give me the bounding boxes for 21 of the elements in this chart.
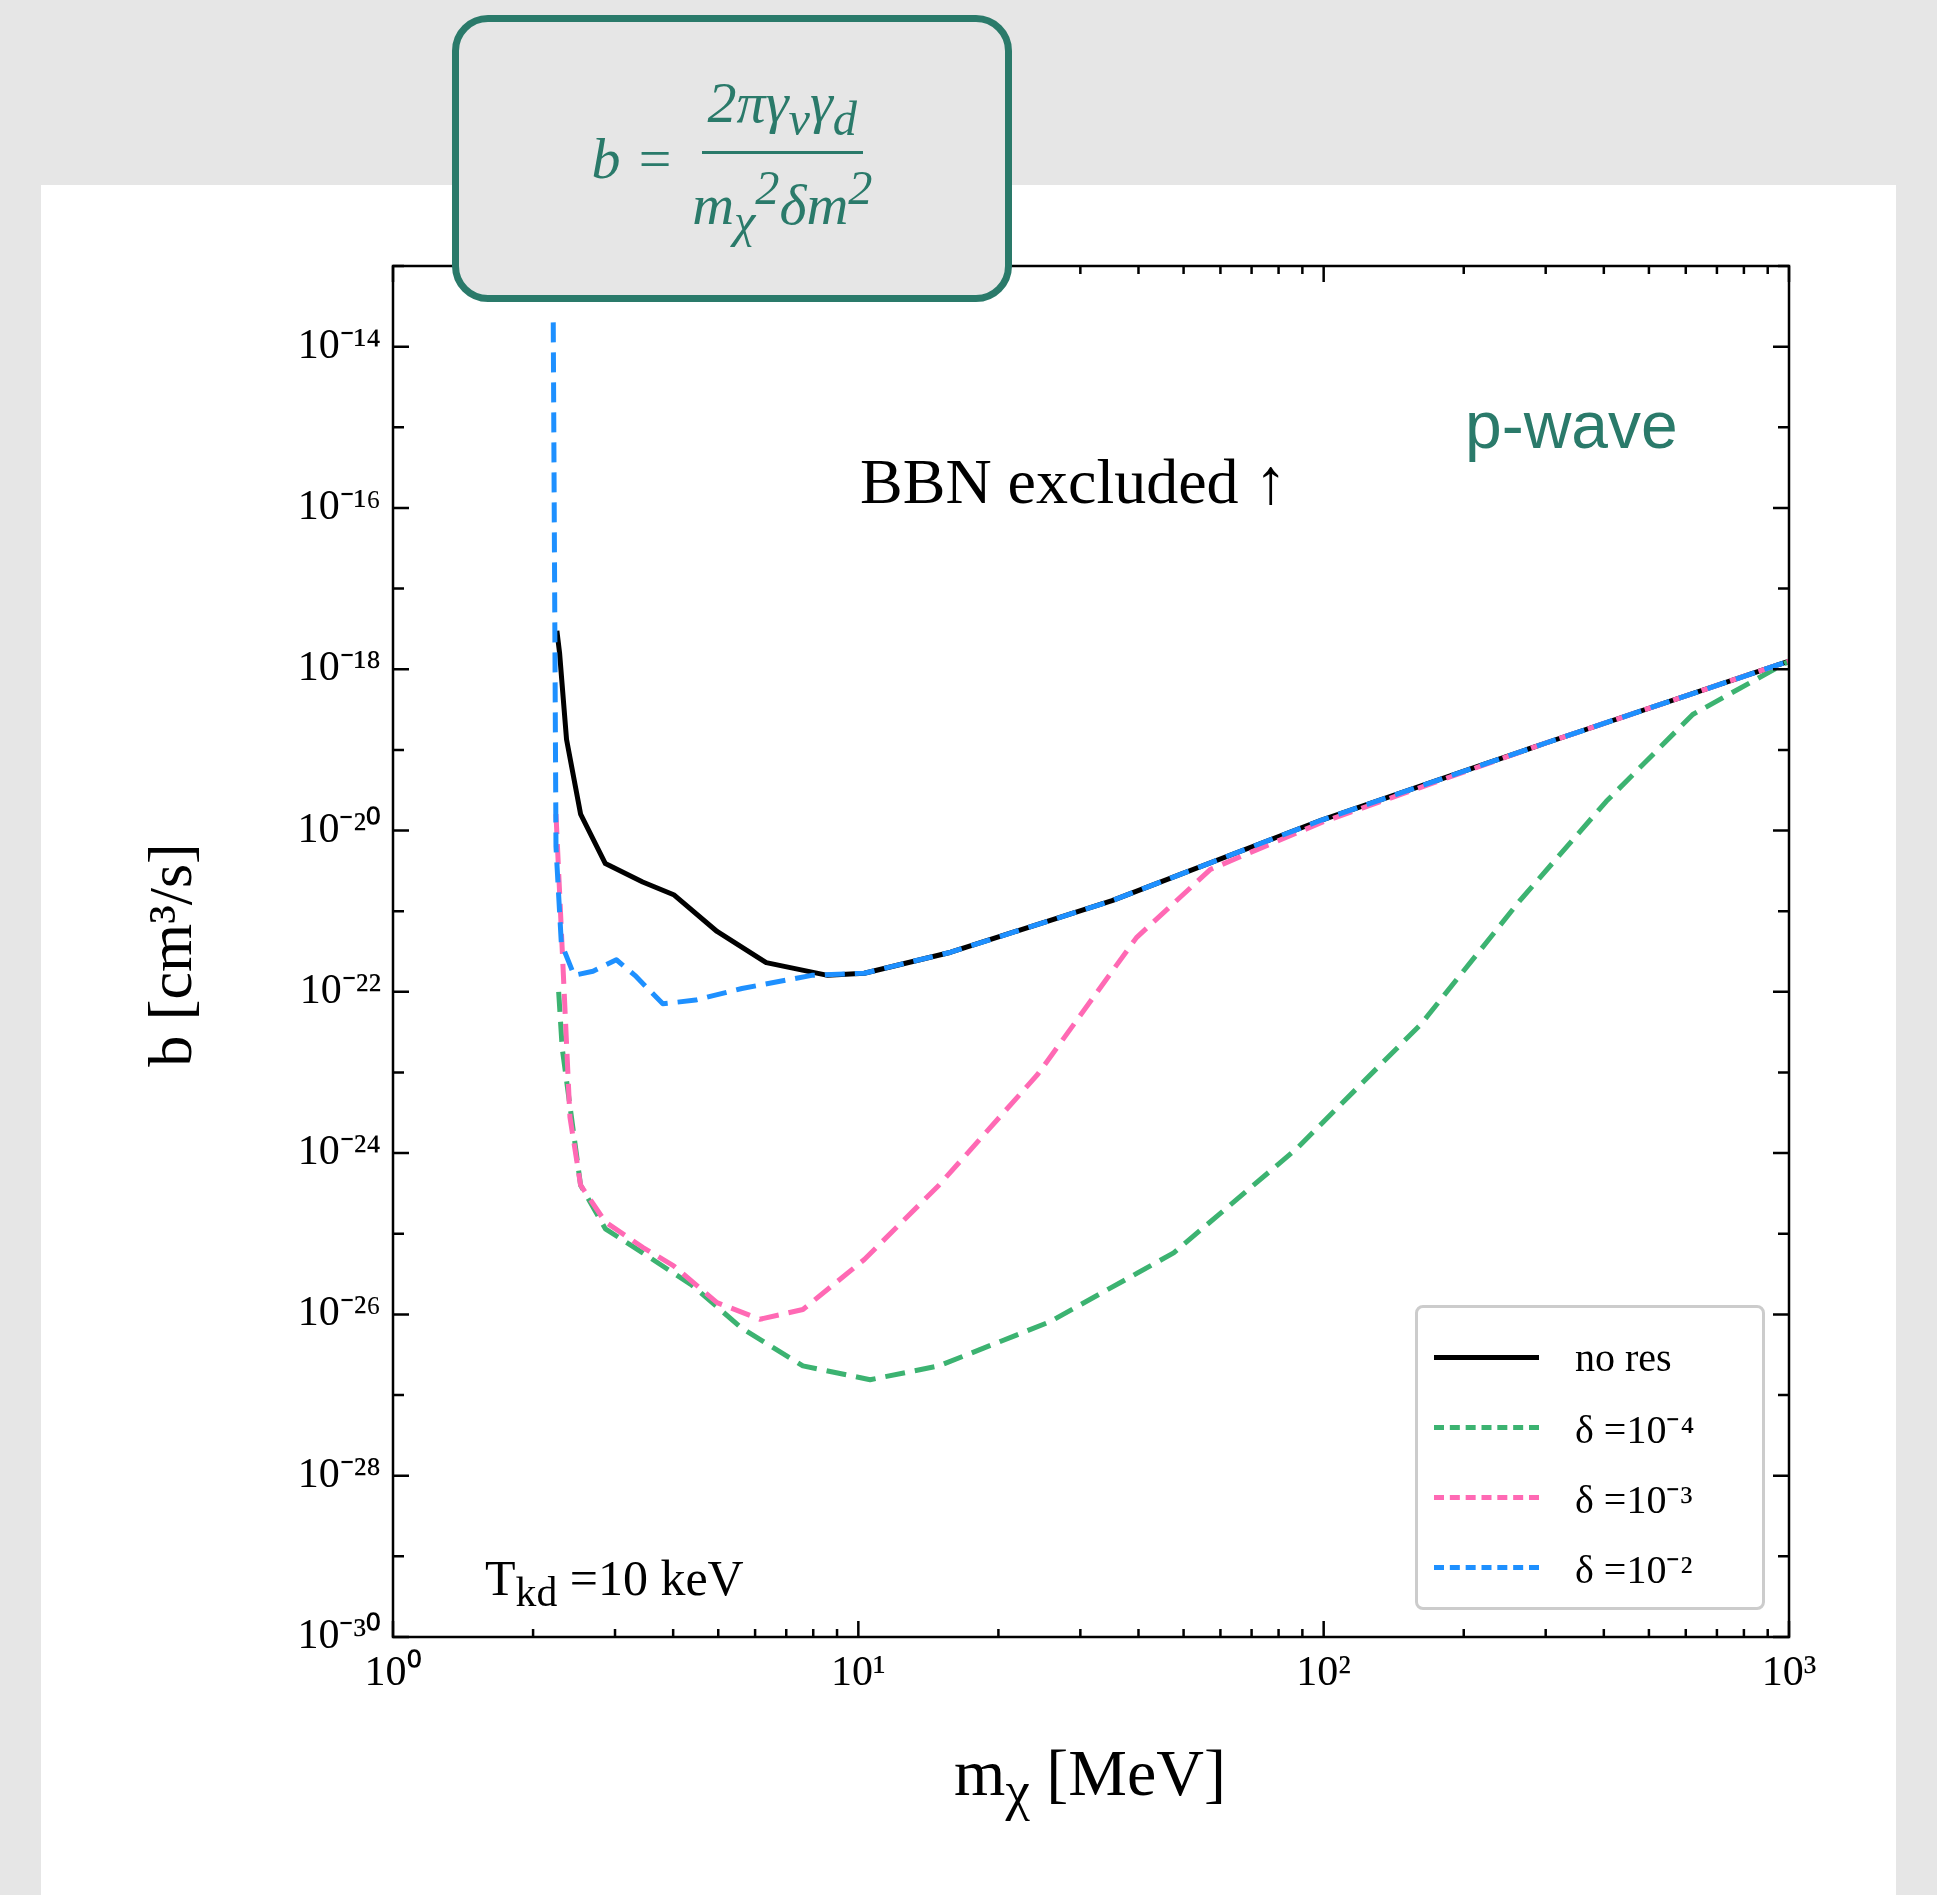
annotation: p-wave <box>1465 388 1678 462</box>
y-tick-label: 10⁻¹⁴ <box>297 320 381 367</box>
legend-label: δ =10⁻² <box>1575 1545 1693 1594</box>
y-tick-label: 10⁻²⁴ <box>297 1127 381 1174</box>
y-tick-label: 10⁻²² <box>299 965 381 1012</box>
x-axis-title: m$_{χ}$ [MeV] <box>954 1736 1226 1822</box>
formula-box: b = 2πγ$_{v}$γ$_{d}$ m$_{χ}$$^{2}$δm$^{2}$ <box>452 15 1012 302</box>
y-tick-label: 10⁻²⁸ <box>297 1449 381 1496</box>
y-tick-label: 10⁻¹⁶ <box>297 481 381 528</box>
y-tick-label: 10⁻¹⁸ <box>297 643 381 690</box>
x-tick-label: 10¹ <box>831 1648 886 1695</box>
y-tick-label: 10⁻²⁶ <box>297 1288 381 1335</box>
annotation: BBN excluded ↑ <box>860 446 1287 517</box>
annotation: T$_{kd}$ =10 keV <box>485 1550 744 1615</box>
x-tick-label: 10³ <box>1761 1648 1817 1695</box>
legend-label: δ =10⁻³ <box>1575 1475 1693 1524</box>
y-tick-label: 10⁻²⁰ <box>297 804 381 851</box>
x-tick-label: 10² <box>1296 1648 1351 1695</box>
legend-label: no res <box>1575 1333 1672 1381</box>
legend-label: δ =10⁻⁴ <box>1575 1405 1695 1454</box>
y-axis-title: b [cm³/s] <box>136 843 204 1067</box>
